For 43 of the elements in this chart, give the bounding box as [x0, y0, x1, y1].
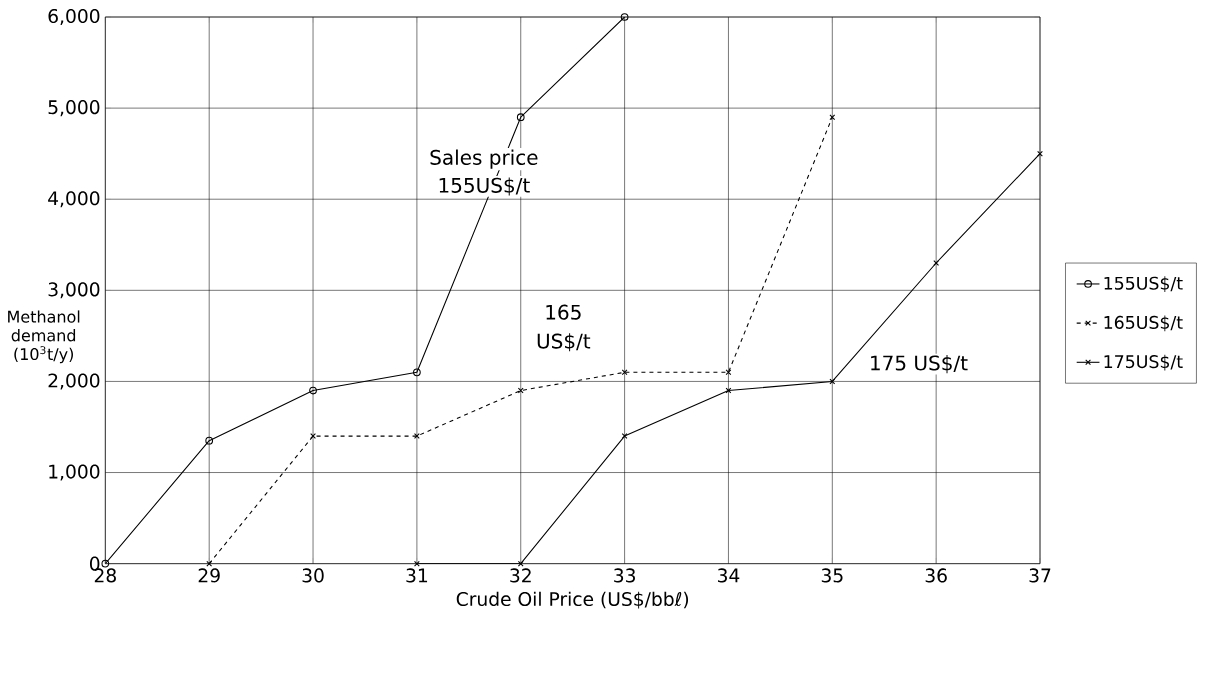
point [829, 114, 836, 121]
point [413, 368, 421, 377]
point [621, 433, 628, 439]
x-tick-label: 30 [302, 568, 324, 583]
annotation: 155US$/t [439, 177, 530, 196]
point [620, 13, 629, 21]
legend-label: 165US$/t [1104, 315, 1183, 332]
y-tick-label: 2,000 [48, 373, 100, 390]
point [933, 260, 940, 266]
y-axis-title: Methanol demand (10$^{3}$t/y) [8, 310, 80, 364]
annotation: 175 US$/t [871, 355, 968, 374]
point [621, 369, 628, 376]
point [517, 387, 524, 394]
x-tick-label: 36 [925, 568, 947, 583]
x-tick-label: 31 [406, 568, 428, 583]
point [205, 436, 214, 445]
point [101, 559, 110, 568]
legend-label: 155US$/t [1104, 276, 1183, 293]
point [725, 387, 732, 394]
x-tick-label: 37 [1029, 568, 1051, 583]
point [309, 386, 317, 395]
y-tick-label: 4,000 [48, 191, 100, 208]
point [206, 560, 213, 567]
point [1037, 150, 1043, 157]
y-tick-label: 5,000 [48, 100, 100, 117]
point [516, 113, 525, 122]
annotation: 165 [546, 304, 581, 320]
y-tick-label: 1,000 [49, 464, 100, 481]
point [725, 369, 732, 376]
y-tick-label: 6,000 [48, 8, 100, 26]
point [517, 560, 524, 567]
x-tick-label: 33 [614, 568, 635, 583]
x-tick-label: 34 [717, 568, 740, 583]
point [414, 560, 420, 567]
y-tick-label: 3,000 [48, 282, 100, 299]
x-axis-title: Crude Oil Price (US$/bbℓ) [456, 591, 689, 609]
annotation: US$/t [537, 333, 591, 352]
x-tick-label: 29 [198, 568, 220, 583]
annotation: Sales price [430, 149, 538, 169]
x-tick-label: 35 [821, 568, 843, 583]
point [829, 378, 836, 385]
legend-label: 175US$/t [1104, 354, 1183, 371]
x-tick-label: 32 [510, 568, 531, 583]
